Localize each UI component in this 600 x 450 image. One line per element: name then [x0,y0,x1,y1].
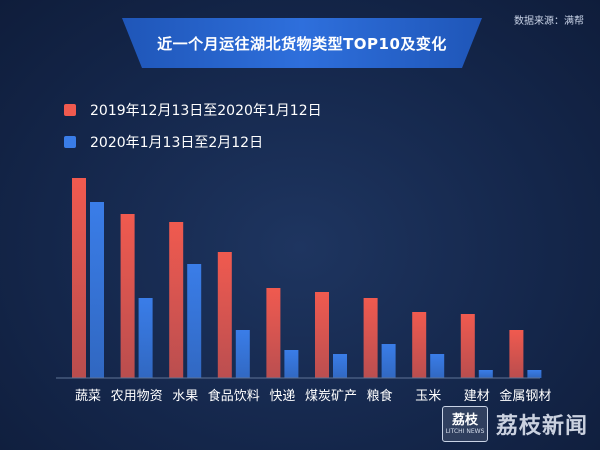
data-source: 数据来源：满帮 [514,16,584,27]
bar-series-2-9 [478,370,493,378]
bar-series-1-6 [315,292,329,378]
x-tick-label: 食品饮料 [208,388,260,404]
bar-series-1-1 [72,178,86,378]
title-banner-shape [122,18,482,68]
x-tick-label: 粮食 [367,388,393,404]
bar-series-1-2 [120,214,135,378]
watermark-logo-cn: 荔枝 [451,412,478,428]
x-tick-label: 金属钢材 [499,388,551,404]
legend-swatch-series-1 [64,104,76,116]
legend-label-series-2: 2020年1月13日至2月12日 [90,135,264,151]
chart-title: 近一个月运往湖北货物类型TOP10及变化 [157,34,447,53]
bar-series-2-2 [138,298,153,378]
title-banner: 近一个月运往湖北货物类型TOP10及变化 [122,18,482,68]
x-tick-label: 快递 [269,389,295,404]
bar-series-1-8 [412,312,427,378]
bar-series-1-7 [363,298,378,378]
legend-label-series-1: 2019年12月13日至2020年1月12日 [90,103,322,119]
legend: 2019年12月13日至2020年1月12日 2020年1月13日至2月12日 [64,100,322,164]
bar-series-1-4 [217,252,232,378]
bar-series-2-6 [333,354,347,378]
legend-swatch-series-2 [64,136,76,148]
legend-item-series-2: 2020年1月13日至2月12日 [64,132,322,152]
x-tick-label: 水果 [172,389,198,404]
bar-series-1-5 [266,288,281,378]
legend-item-series-1: 2019年12月13日至2020年1月12日 [64,100,322,120]
watermark: 荔枝 LITCHI NEWS 荔枝新闻 [441,406,588,442]
x-tick-label: 玉米 [415,389,441,404]
x-tick-label: 蔬菜 [75,389,101,404]
bar-series-2-3 [187,264,202,378]
bar-series-1-9 [460,314,475,378]
bar-series-2-7 [381,344,396,378]
bar-series-2-1 [90,202,104,378]
bar-series-2-8 [430,354,445,378]
watermark-logo: 荔枝 LITCHI NEWS [441,406,488,442]
x-tick-label: 建材 [464,389,490,404]
bar-series-2-5 [284,350,299,378]
watermark-logo-en: LITCHI NEWS [445,427,485,435]
watermark-text: 荔枝新闻 [495,414,588,439]
x-tick-label: 农用物资 [111,389,163,404]
x-tick-label: 煤炭矿产 [305,389,357,404]
bar-series-1-3 [169,222,184,378]
bar-series-2-4 [235,330,250,378]
bar-series-2-10 [527,370,542,378]
bar-series-1-10 [509,330,524,378]
